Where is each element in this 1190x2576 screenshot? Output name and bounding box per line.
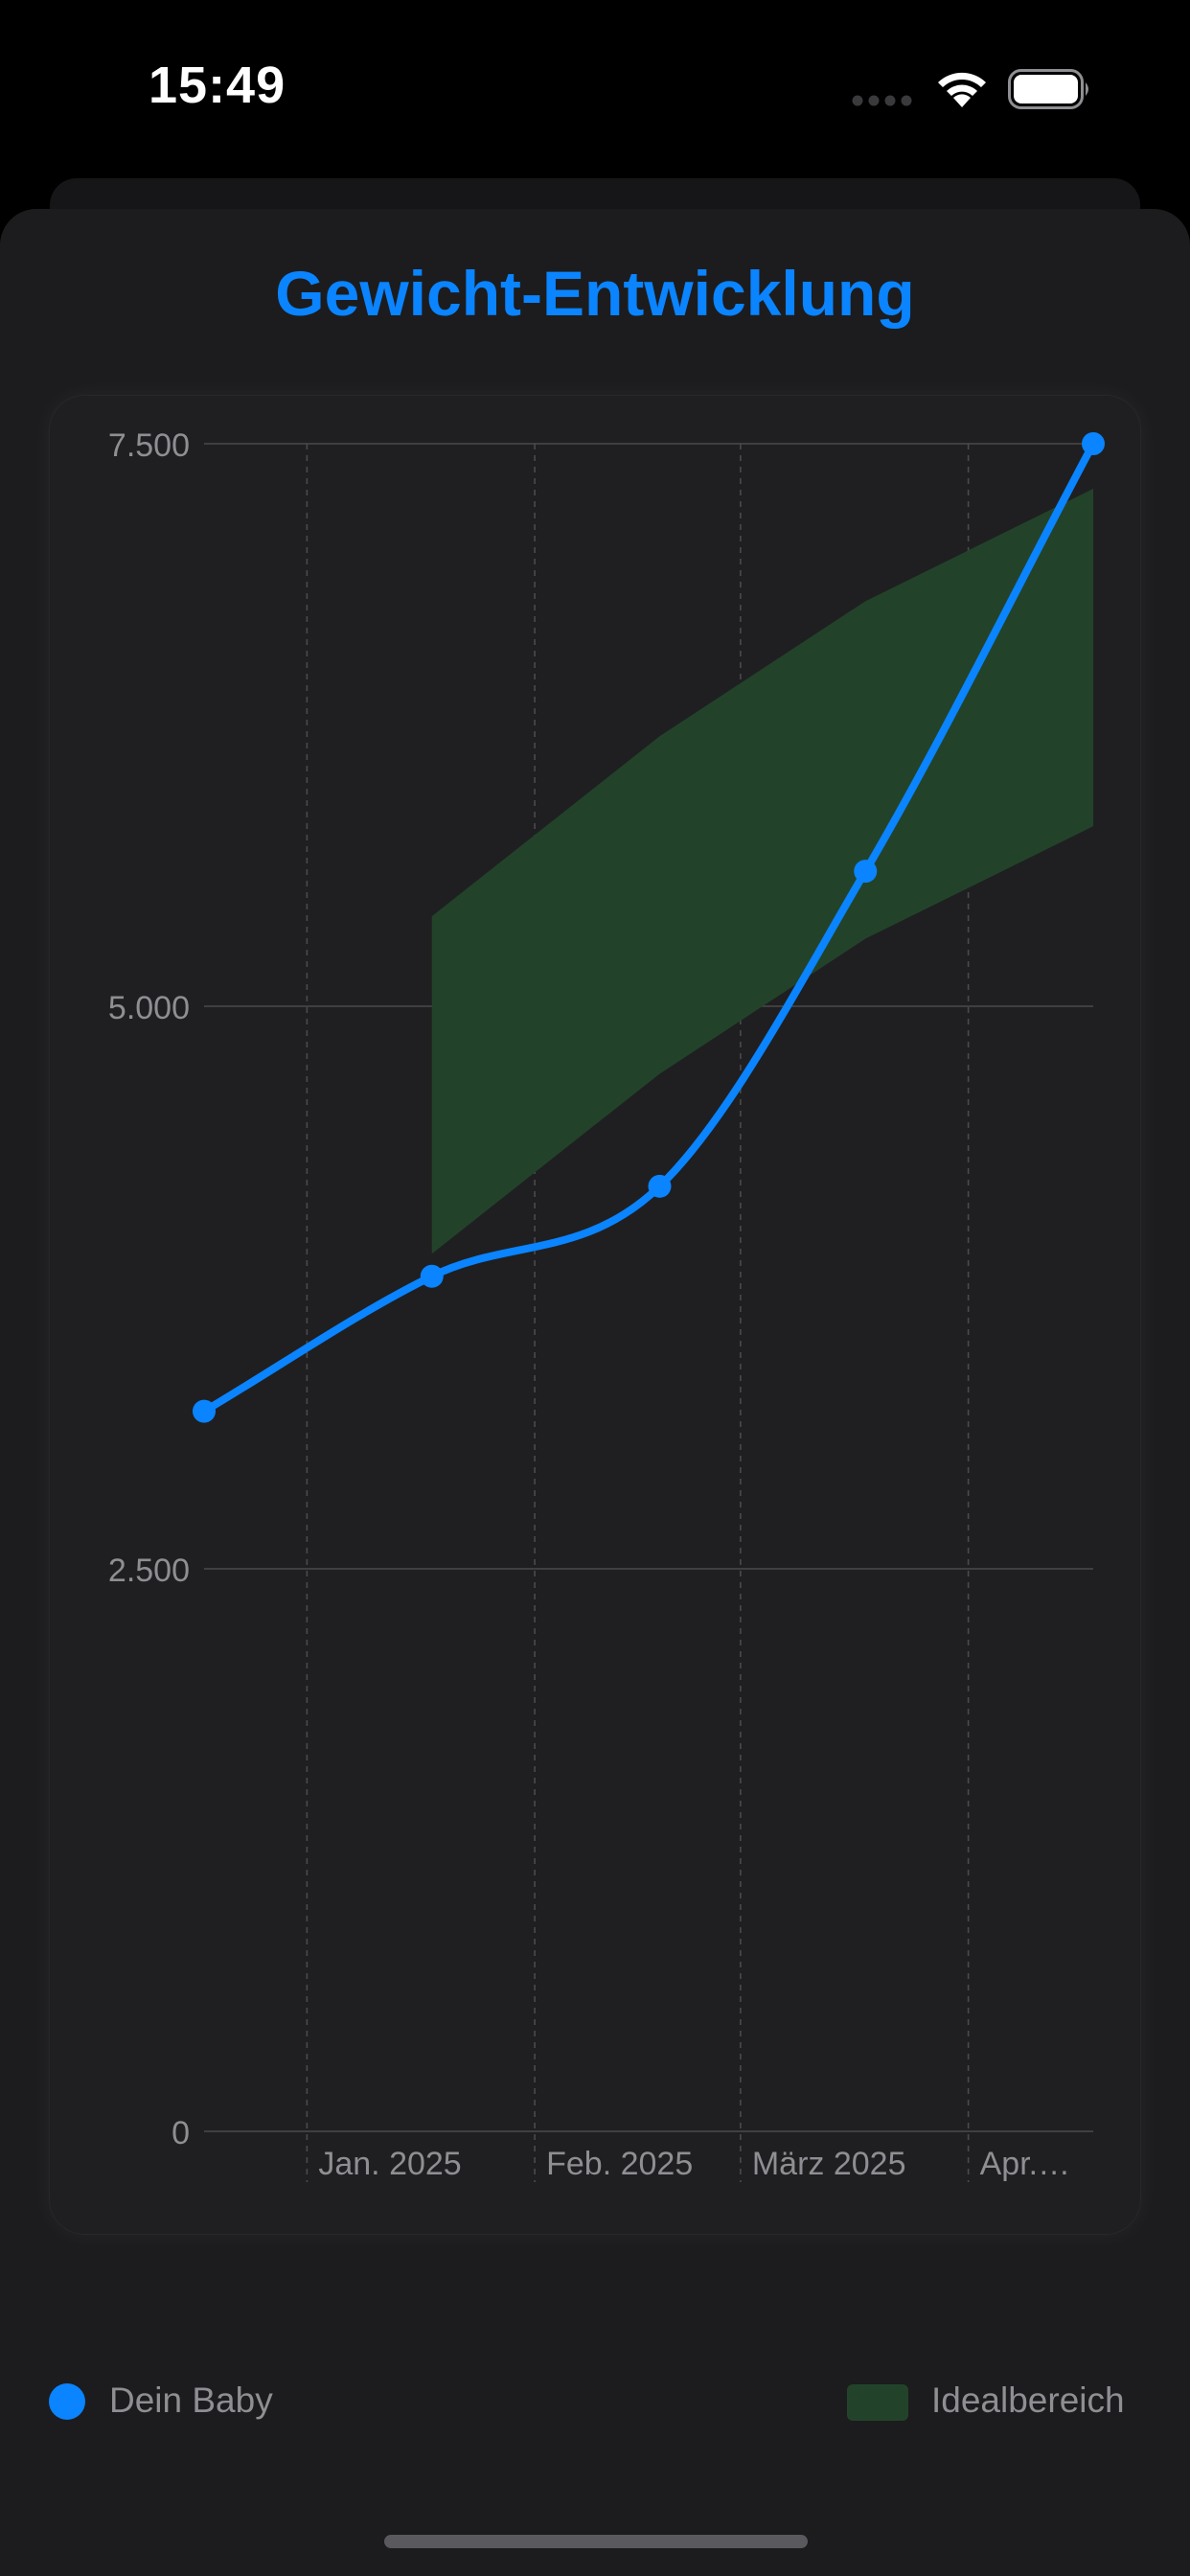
baby-weight-point [1082,432,1105,455]
y-tick-label: 2.500 [108,1552,190,1589]
baby-weight-point [648,1174,672,1198]
battery-icon [1008,69,1088,109]
baby-weight-point [854,860,878,884]
signal-dots-icon [852,95,912,106]
wifi-icon [938,72,986,107]
y-tick-label: 0 [172,2115,190,2151]
sheet-title: Gewicht-Entwicklung [275,258,915,329]
legend-ideal-swatch [847,2384,908,2421]
status-bar: 15:49 [0,0,1190,172]
legend-ideal-label: Idealbereich [931,2380,1125,2420]
baby-weight-series [193,432,1105,1423]
ideal-range-area [431,488,1093,1254]
x-tick-label: März 2025 [752,2146,906,2182]
y-tick-label: 7.500 [108,427,190,464]
ideal-range-band [431,488,1093,1254]
baby-weight-point [193,1399,216,1423]
y-tick-label: 5.000 [108,990,190,1026]
x-tick-label: Apr.… [980,2146,1070,2182]
x-tick-label: Jan. 2025 [318,2146,461,2182]
baby-weight-point [420,1264,444,1288]
home-indicator[interactable] [384,2535,808,2548]
legend-baby-marker [49,2383,85,2420]
x-tick-label: Feb. 2025 [546,2146,693,2182]
baby-weight-line [200,440,1097,1415]
status-time: 15:49 [149,57,286,114]
axis-labels: 0 2.500 5.000 7.500 Jan. 2025 Feb. 2025 März 2… [108,427,1070,2182]
legend-baby-label: Dein Baby [109,2380,273,2420]
chart-legend: Dein Baby Idealbereich [0,2367,1190,2434]
